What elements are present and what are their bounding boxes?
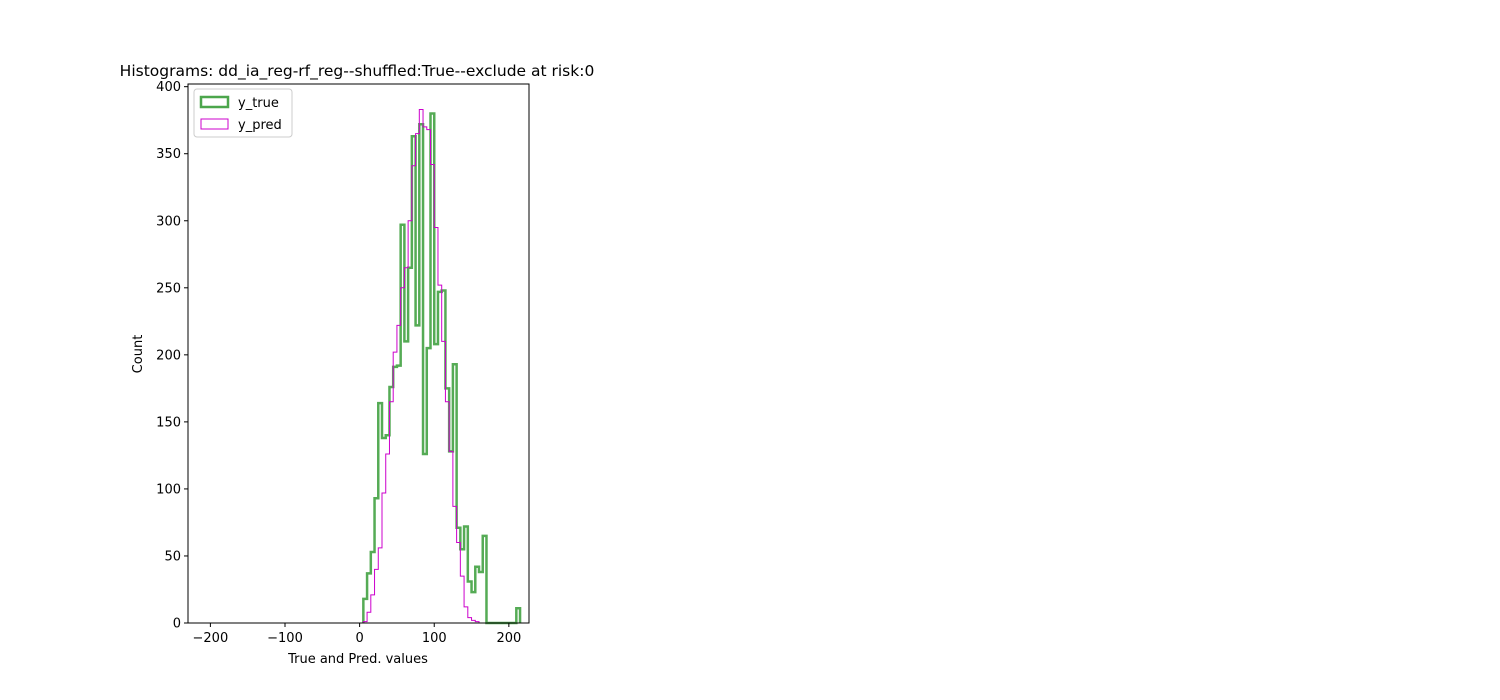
legend: y_true y_pred <box>193 88 293 138</box>
bin-y-pred <box>438 285 442 623</box>
histogram-step-y-pred <box>362 108 487 624</box>
x-tick-label: 100 <box>422 631 447 646</box>
bin-y-pred <box>371 595 375 623</box>
bin-y-pred <box>389 402 393 623</box>
bin-y-pred <box>382 493 386 623</box>
x-tick-label: 0 <box>355 631 363 646</box>
bin-y-true <box>479 572 483 623</box>
y-tick-label: 0 <box>173 617 181 632</box>
y-tick-label: 400 <box>156 80 181 95</box>
y-axis-label: Count <box>131 335 146 374</box>
bin-y-pred <box>449 451 453 623</box>
y-tick-label: 250 <box>156 281 181 296</box>
x-axis: −200 −100 0 100 200 <box>193 623 521 646</box>
y-tick-label: 200 <box>156 348 181 363</box>
legend-swatch-y-true <box>199 95 230 109</box>
bin-y-true <box>475 567 479 623</box>
x-tick-label: −200 <box>193 631 229 646</box>
y-tick-label: 150 <box>156 415 181 430</box>
bin-y-pred <box>416 134 420 623</box>
bin-y-pred <box>408 221 412 623</box>
bin-y-pred <box>442 341 446 623</box>
x-tick-label: 200 <box>496 631 521 646</box>
bin-y-pred <box>393 352 397 623</box>
series-layer <box>362 108 522 625</box>
x-tick-label: −100 <box>267 631 303 646</box>
bin-y-pred <box>468 618 472 623</box>
y-tick-label: 350 <box>156 147 181 162</box>
bin-y-true <box>468 581 472 623</box>
bin-y-pred <box>419 109 423 623</box>
bin-y-true <box>363 599 367 623</box>
bin-y-pred <box>431 164 435 623</box>
bin-y-pred <box>367 612 371 623</box>
bin-y-pred <box>453 506 457 623</box>
bin-y-pred <box>375 569 379 623</box>
bin-y-pred <box>412 166 416 623</box>
bin-y-pred <box>386 454 390 623</box>
series-y-pred <box>362 108 487 624</box>
legend-box <box>193 88 293 138</box>
legend-swatch-y-pred <box>200 118 229 130</box>
bin-y-pred <box>434 227 438 623</box>
y-tick-label: 300 <box>156 214 181 229</box>
plot-frame <box>187 83 530 624</box>
bin-y-pred <box>427 130 431 623</box>
x-axis-label: True and Pred. values <box>287 652 428 667</box>
bin-y-pred <box>460 576 464 623</box>
bin-y-pred <box>457 543 461 623</box>
bin-y-pred <box>445 402 449 623</box>
histogram-step-y-true <box>362 112 522 625</box>
bin-y-pred <box>423 127 427 623</box>
bin-y-pred <box>378 548 382 623</box>
bin-y-true <box>483 536 487 623</box>
legend-label-y-pred: y_pred <box>238 118 282 133</box>
bin-y-pred <box>404 268 408 623</box>
y-tick-label: 50 <box>164 549 181 564</box>
legend-label-y-true: y_true <box>238 96 279 111</box>
bin-y-true <box>472 592 476 623</box>
y-axis: 0 50 100 150 200 250 300 350 400 <box>156 80 188 632</box>
bin-y-true <box>516 608 520 623</box>
bin-y-pred <box>401 288 405 623</box>
bin-y-pred <box>397 325 401 623</box>
series-y-true <box>362 112 522 625</box>
bin-y-pred <box>464 607 468 623</box>
chart-title: Histograms: dd_ia_reg-rf_reg--shuffled:T… <box>120 62 595 81</box>
y-tick-label: 100 <box>156 482 181 497</box>
